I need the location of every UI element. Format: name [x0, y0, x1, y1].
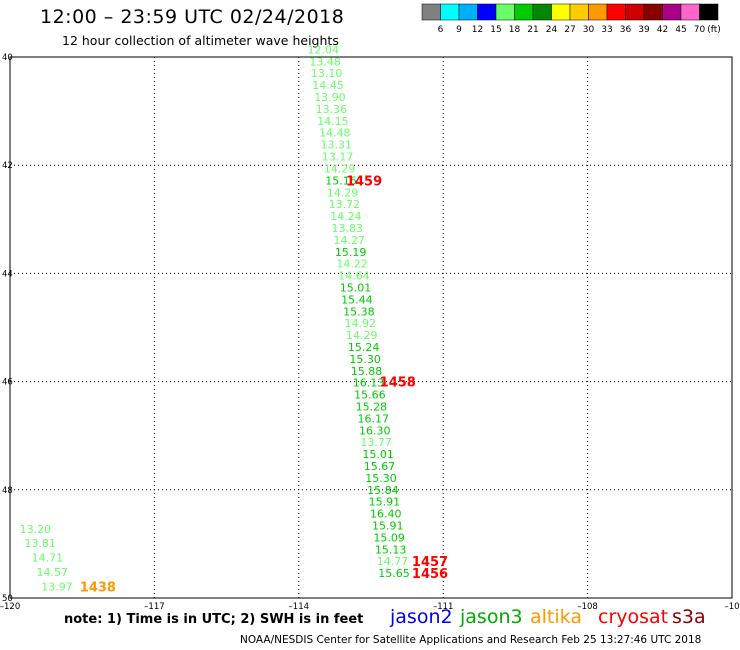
legend-label: 24	[546, 25, 558, 35]
swh-value-main-track: 14.92	[345, 317, 377, 330]
legend-unit: (ft)	[707, 25, 721, 35]
swh-value-main-track: 13.10	[311, 67, 343, 80]
lon-tick-label: –117	[144, 602, 164, 610]
swh-value-main-track: 16.13	[353, 377, 385, 390]
satellite-label-cryosat: cryosat	[598, 606, 669, 628]
legend-label: 21	[527, 25, 538, 35]
page-subtitle: 12 hour collection of altimeter wave hei…	[62, 33, 339, 48]
legend-label: 39	[638, 25, 650, 35]
swh-value-main-track: 15.30	[365, 472, 397, 485]
pass-time-label: 1456	[412, 567, 448, 582]
swh-value-main-track: 14.64	[338, 270, 370, 283]
swh-value-main-track: 16.40	[370, 508, 402, 521]
legend-label: 27	[564, 25, 575, 35]
lat-tick-label: 44	[2, 269, 13, 279]
swh-value-main-track: 14.29	[324, 162, 356, 175]
legend-label: 12	[472, 25, 483, 35]
swh-value-main-track: 14.45	[312, 79, 344, 92]
credit-line: NOAA/NESDIS Center for Satellite Applica…	[240, 634, 702, 646]
legend-label: 9	[456, 25, 462, 35]
swh-value-main-track: 13.90	[314, 91, 346, 104]
swh-value-main-track: 14.77	[377, 555, 409, 568]
legend-label: 45	[675, 25, 686, 35]
swh-value-main-track: 14.22	[336, 258, 368, 271]
lon-tick-label: –120	[0, 602, 20, 610]
wave-height-map: –120 –117 –114 –111 –108 –10 40 42 44 46 48 50 12.04…	[0, 43, 740, 610]
swh-value-west-track: 13.20	[20, 523, 52, 536]
swh-value-main-track: 15.38	[343, 305, 375, 318]
lat-tick-label: 42	[2, 161, 13, 171]
swh-value-main-track: 13.36	[316, 103, 348, 116]
pass-time-label: 1457	[412, 555, 448, 570]
legend-label: 33	[601, 25, 612, 35]
legend-label: 36	[620, 25, 632, 35]
satellite-label-altika: altika	[530, 606, 582, 628]
lon-tick-label: –114	[289, 602, 309, 610]
swh-value-west-track: 13.97	[41, 581, 73, 594]
swh-value-main-track: 15.13	[375, 543, 407, 556]
lon-tick-label: –10	[724, 602, 739, 610]
page-title: 12:00 – 23:59 UTC 02/24/2018	[40, 6, 345, 28]
swh-value-main-track: 14.29	[327, 186, 359, 199]
swh-value-main-track: 15.01	[340, 281, 372, 294]
lat-tick-label: 48	[2, 486, 13, 496]
pass-time-label: 1459	[346, 174, 382, 189]
swh-value-main-track: 13.72	[329, 198, 361, 211]
swh-value-main-track: 13.31	[320, 139, 352, 152]
swh-value-main-track: 13.83	[332, 222, 364, 235]
swh-value-main-track: 15.44	[341, 293, 373, 306]
satellite-label-s3a: s3a	[672, 606, 706, 628]
swh-value-main-track: 16.17	[358, 412, 390, 425]
swh-value-main-track: 13.77	[360, 436, 392, 449]
legend-label: 6	[438, 25, 444, 35]
swh-value-main-track: 14.24	[330, 210, 362, 223]
legend-label: 42	[657, 25, 668, 35]
legend-label: 18	[509, 25, 521, 35]
swh-value-west-track: 14.71	[32, 551, 64, 564]
pass-time-label: 1438	[80, 581, 116, 596]
swh-value-main-track: 15.19	[335, 246, 367, 259]
swh-value-west-track: 14.57	[36, 566, 67, 579]
swh-value-main-track: 15.65	[378, 567, 410, 580]
swh-value-main-track: 13.48	[309, 55, 341, 68]
legend-label: 70	[694, 25, 706, 35]
swh-value-main-track: 15.28	[356, 400, 388, 413]
lat-tick-label: 46	[2, 378, 13, 388]
swh-value-main-track: 15.24	[348, 341, 380, 354]
satellite-label-jason3: jason3	[460, 606, 523, 628]
swh-value-main-track: 14.15	[317, 115, 349, 128]
swh-value-main-track: 12.04	[307, 43, 339, 56]
lat-tick-label: 40	[2, 53, 13, 63]
swh-value-main-track: 14.48	[319, 127, 351, 140]
swh-value-main-track: 15.01	[362, 448, 394, 461]
swh-value-main-track: 15.09	[373, 531, 405, 544]
swh-value-main-track: 15.66	[354, 389, 386, 402]
swh-value-main-track: 15.84	[367, 484, 399, 497]
swh-value-main-track: 13.17	[322, 151, 354, 164]
lon-tick-label: –108	[577, 602, 597, 610]
color-legend: 6 9 12 15 18 21 24 27 30 33 36 39 42 45 70 (ft)	[421, 3, 721, 35]
legend-swatch	[699, 3, 719, 21]
legend-label: 30	[583, 25, 595, 35]
map-frame	[9, 56, 733, 599]
swh-value-main-track: 14.27	[333, 234, 365, 247]
pass-time-label: 1458	[380, 376, 416, 391]
lat-tick-label: 50	[2, 594, 13, 604]
swh-value-main-track: 15.16	[325, 174, 357, 187]
swh-value-main-track: 15.91	[369, 496, 401, 509]
lon-tick-label: –111	[433, 602, 453, 610]
footnote: note: 1) Time is in UTC; 2) SWH is in fe…	[64, 612, 364, 627]
legend-label: 15	[490, 25, 501, 35]
swh-value-west-track: 13.81	[24, 537, 56, 550]
swh-value-main-track: 15.88	[351, 365, 383, 378]
swh-value-main-track: 14.29	[346, 329, 378, 342]
satellite-label-jason2: jason2	[390, 606, 453, 628]
swh-value-main-track: 16.30	[359, 424, 391, 437]
swh-value-main-track: 15.91	[372, 520, 404, 533]
swh-value-main-track: 15.30	[349, 353, 381, 366]
swh-value-main-track: 15.67	[364, 460, 396, 473]
